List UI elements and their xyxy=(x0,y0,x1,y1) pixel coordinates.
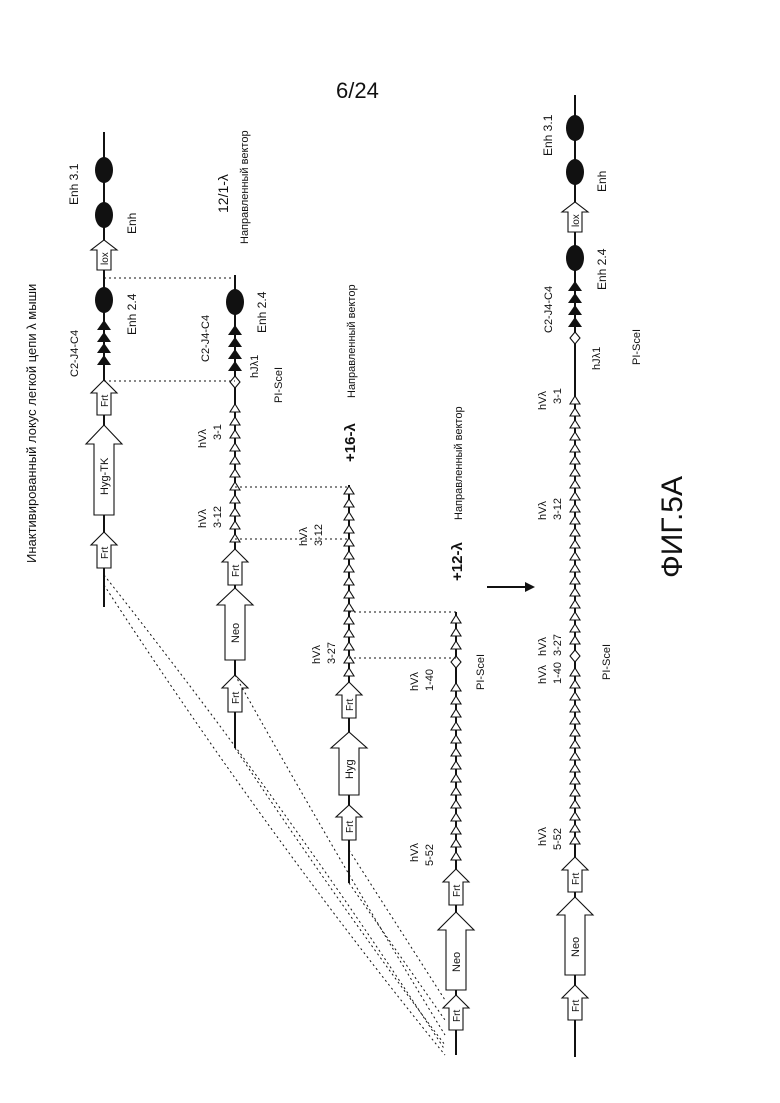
hvl-label-552: hVλ xyxy=(409,843,421,862)
frt-label-7: Frt xyxy=(452,1010,463,1022)
neo-box-2 xyxy=(438,912,474,990)
neo-label-2: Neo xyxy=(451,952,463,972)
c2j4c4-label: C2-J4-C4 xyxy=(69,330,81,377)
g312-label: 3-12 xyxy=(212,506,224,528)
locus-line-1: Frt Hyg-TK Frt lox C2-J4-C4 Enh 2.4 Enh … xyxy=(67,132,139,607)
enh24-label: Enh 2.4 xyxy=(125,293,139,335)
neo-label-3: Neo xyxy=(570,937,582,957)
pisce-label: PI-SceI xyxy=(273,367,285,403)
g140-label-2: 1-40 xyxy=(552,662,564,684)
hvl-label-31b: hVλ xyxy=(537,391,549,410)
enh-label: Enh xyxy=(125,213,139,234)
g140-label: 1-40 xyxy=(424,669,436,691)
frt-label-8: Frt xyxy=(452,885,463,897)
c2j4c4-label-3: C2-J4-C4 xyxy=(543,286,555,333)
locus-line-4: Frt Neo Frt hVλ 5-52 hVλ 1-40 PI-SceI +1… xyxy=(409,406,487,1055)
main-title: Инактивированный локус легкой цепи λ мыш… xyxy=(24,284,39,563)
hyg-label: Hyg xyxy=(344,759,356,779)
hvl-label-312: hVλ xyxy=(197,509,209,528)
c2j4c4-label-2: C2-J4-C4 xyxy=(200,315,212,362)
locus-line-2: Frt Neo Frt hVλ 3-12 hVλ 3-1 C2-J4-C4 hJ… xyxy=(197,130,285,748)
frt-label-6: Frt xyxy=(345,699,356,711)
frt-label-4: Frt xyxy=(231,565,242,577)
g312-label-2: 3-12 xyxy=(313,524,325,546)
g327-label: 3-27 xyxy=(326,642,338,664)
hvl-label-327: hVλ xyxy=(311,645,323,664)
vector-3-plus: +12-λ xyxy=(449,542,466,581)
hvl-label-327b: hVλ xyxy=(537,637,549,656)
g552-label-2: 5-52 xyxy=(552,828,564,850)
hvl-label-312b: hVλ xyxy=(298,527,310,546)
frt-label: Frt xyxy=(100,547,111,559)
frt-label-10: Frt xyxy=(571,873,582,885)
hvl-label-312c: hVλ xyxy=(537,501,549,520)
g552-label: 5-52 xyxy=(424,844,436,866)
enh24-label-3: Enh 2.4 xyxy=(595,248,609,290)
g31-label-2: 3-1 xyxy=(552,388,564,404)
arrow-right xyxy=(487,582,535,592)
lox-label: lox xyxy=(100,252,111,265)
hl1-label-2: hJλ1 xyxy=(591,347,603,370)
lox-label-2: lox xyxy=(571,214,582,227)
g327-label-2: 3-27 xyxy=(552,634,564,656)
vector-3-sub: Направленный вектор xyxy=(453,406,465,520)
frt-label-3: Frt xyxy=(231,692,242,704)
g31-label: 3-1 xyxy=(212,424,224,440)
neo-label: Neo xyxy=(230,623,242,643)
frt-label-2: Frt xyxy=(100,395,111,407)
vector-2-sub: Направленный вектор xyxy=(346,284,358,398)
enh31-label: Enh 3.1 xyxy=(67,163,81,205)
hvl-label-31: hVλ xyxy=(197,429,209,448)
neo-box-3 xyxy=(557,897,593,975)
pisce-label-3: PI-SceI xyxy=(601,644,613,680)
enh31-label-2: Enh 3.1 xyxy=(541,114,555,156)
vector-1-sub: Направленный вектор xyxy=(239,130,251,244)
frt-label-5: Frt xyxy=(345,821,356,833)
hvl-label-140b: hVλ xyxy=(537,665,549,684)
pisce-label-2: PI-SceI xyxy=(475,654,487,690)
hvl-label-140: hVλ xyxy=(409,672,421,691)
frt-label-9: Frt xyxy=(571,1000,582,1012)
vector-1-label: 12/1-λ xyxy=(215,174,231,213)
hl1-label: hJλ1 xyxy=(249,355,261,378)
pisce-label-4: PI-SceI xyxy=(631,329,643,365)
locus-line-3: Frt Hyg Frt hVλ 3-27 hVλ 3-12 +16-λ Напр… xyxy=(298,284,367,883)
locus-line-5: Frt Neo Frt lox hVλ 5-52 hVλ 1-40 hVλ 3-… xyxy=(537,95,643,1057)
enh-label-2: Enh xyxy=(595,171,609,192)
g312-label-3: 3-12 xyxy=(552,498,564,520)
enh24-label-2: Enh 2.4 xyxy=(255,291,269,333)
vector-2-plus: +16-λ xyxy=(342,423,359,462)
hvl-label-552b: hVλ xyxy=(537,827,549,846)
hygtk-label: Hyg-TK xyxy=(99,457,111,495)
